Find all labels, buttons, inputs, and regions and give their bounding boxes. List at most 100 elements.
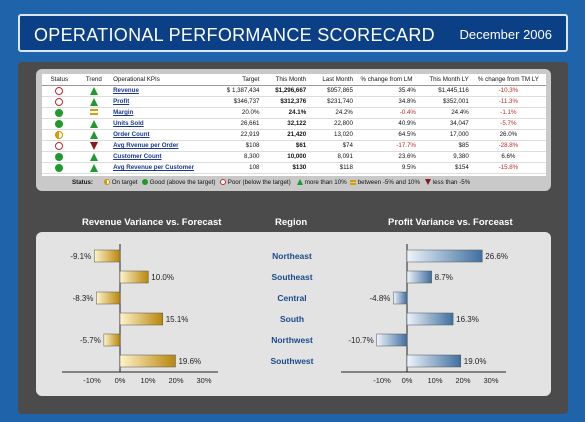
kpi-link[interactable]: Profit	[111, 96, 217, 108]
this-month-ly-cell: $352,001	[417, 96, 471, 108]
trend-cell	[76, 151, 112, 163]
status-cell	[42, 140, 77, 152]
kpi-link[interactable]: Order Count	[111, 129, 217, 141]
profit-bar-label: 19.0%	[464, 357, 487, 366]
legend-more: more than 10%	[304, 179, 347, 186]
kpi-link[interactable]: Margin	[111, 107, 217, 119]
revenue-bar-label: -8.3%	[73, 294, 94, 303]
revenue-bar-label: 10.0%	[151, 273, 174, 282]
trend-up-icon	[89, 119, 98, 128]
this-month-cell: $312,376	[261, 96, 309, 108]
revenue-tick-label: 20%	[168, 376, 183, 385]
table-row: Avg Revenue per Customer 108 $130 $118 9.5% $…	[42, 162, 546, 174]
revenue-bar	[93, 249, 121, 263]
status-cell	[42, 118, 77, 130]
trend-up-icon	[89, 86, 98, 95]
region-title: Region	[275, 217, 308, 228]
trend-cell	[76, 118, 112, 130]
revenue-tick-label: -10%	[83, 376, 101, 385]
good-icon	[142, 179, 148, 186]
good-status-icon	[55, 152, 64, 161]
col-this-month-ly: This Month LY	[417, 74, 471, 86]
table-row: Units Sold 26,661 32,122 22,800 40.9% 34,047-…	[42, 118, 546, 130]
kpi-link[interactable]: Units Sold	[111, 118, 217, 130]
table-row: Margin 20.0% 24.1% 24.2% -0.4% 24.4% -1.1%	[42, 107, 546, 119]
target-cell: 20.0%	[216, 107, 262, 119]
last-month-cell: 8,091	[308, 151, 355, 163]
legend-between: between -5% and 10%	[357, 179, 420, 186]
revenue-bar	[119, 354, 176, 368]
revenue-tick-label: 10%	[140, 376, 155, 385]
col-last-month: Last Month	[308, 74, 355, 86]
revenue-bar-label: 19.6%	[178, 357, 201, 366]
col-chg-lm: % change from LM	[354, 74, 418, 86]
last-month-cell: 22,800	[308, 118, 355, 130]
legend-poor: Poor (below the target)	[227, 179, 291, 186]
profit-bar	[406, 354, 462, 368]
this-month-cell: 24.1%	[261, 107, 309, 119]
profit-tick-label: 30%	[483, 376, 498, 385]
equals-icon	[350, 179, 356, 185]
this-month-cell: $61	[261, 140, 309, 152]
profit-bar-label: -4.8%	[370, 294, 391, 303]
trend-down-icon	[89, 141, 98, 150]
kpi-link[interactable]: Revenue	[111, 85, 217, 97]
kpi-table: Status Trend Operational KPIs Target Thi…	[42, 74, 546, 176]
chg-lm-cell: 9.5%	[354, 162, 418, 174]
poor-status-icon	[55, 97, 64, 106]
poor-icon	[220, 179, 226, 186]
chg-lm-cell: 23.6%	[354, 151, 418, 163]
target-cell: $108	[216, 140, 262, 152]
chg-ly-cell: -15.8%	[470, 162, 546, 174]
col-kpi: Operational KPIs	[111, 74, 217, 86]
profit-tick-label: -10%	[373, 376, 391, 385]
region-label: Central	[277, 293, 306, 303]
profit-bar-label: 16.3%	[456, 315, 479, 324]
chg-ly-cell: -1.1%	[470, 107, 546, 119]
chg-ly-cell: -11.3%	[470, 96, 546, 108]
chg-lm-cell: -17.7%	[354, 140, 418, 152]
chg-lm-cell: 64.5%	[354, 129, 418, 141]
target-cell: $ 1,387,434	[216, 85, 262, 97]
revenue-bar-label: -5.7%	[80, 336, 101, 345]
trend-up-icon	[89, 97, 98, 106]
col-target: Target	[216, 74, 262, 86]
profit-bar	[406, 249, 483, 263]
profit-tick-label: 0%	[402, 376, 413, 385]
revenue-chart-title: Revenue Variance vs. Forecast	[82, 217, 222, 228]
this-month-cell: $1,296,667	[261, 85, 309, 97]
report-date: December 2006	[459, 27, 553, 42]
chg-lm-cell: 34.8%	[354, 96, 418, 108]
down-arrow-icon	[425, 179, 431, 186]
on-target-status-icon	[55, 130, 64, 139]
legend-good: Good (above the target)	[149, 179, 216, 186]
table-row: Profit $346,737 $312,376 $231,740 34.8% $352,…	[42, 96, 546, 108]
profit-bar-label: 26.6%	[485, 252, 508, 261]
region-label: South	[280, 314, 304, 324]
col-status: Status	[42, 74, 77, 86]
table-row: Customer Count 8,300 10,000 8,091 23.6% 9,380…	[42, 151, 546, 163]
last-month-cell: 24.2%	[308, 107, 355, 119]
legend-less: less than -5%	[432, 179, 471, 186]
trend-cell	[76, 162, 112, 174]
trend-cell	[76, 129, 112, 141]
legend-on-target: On target	[111, 179, 138, 186]
profit-bar-label: 8.7%	[435, 273, 453, 282]
profit-bar	[406, 312, 454, 326]
trend-cell	[76, 96, 112, 108]
good-status-icon	[55, 119, 64, 128]
poor-status-icon	[55, 86, 64, 95]
kpi-link[interactable]: Avg Revenue per Customer	[111, 162, 217, 174]
kpi-link[interactable]: Customer Count	[111, 151, 217, 163]
region-label: Southeast	[271, 272, 312, 282]
kpi-link[interactable]: Avg Rvenue per Order	[111, 140, 217, 152]
chg-lm-cell: -0.4%	[354, 107, 418, 119]
revenue-tick-label: 0%	[115, 376, 126, 385]
revenue-bar	[119, 270, 149, 284]
chg-ly-cell: 26.0%	[470, 129, 546, 141]
profit-bar	[406, 270, 432, 284]
col-trend: Trend	[76, 74, 112, 86]
chg-lm-cell: 40.9%	[354, 118, 418, 130]
target-cell: 26,661	[216, 118, 262, 130]
legend-label: Status:	[72, 179, 93, 186]
